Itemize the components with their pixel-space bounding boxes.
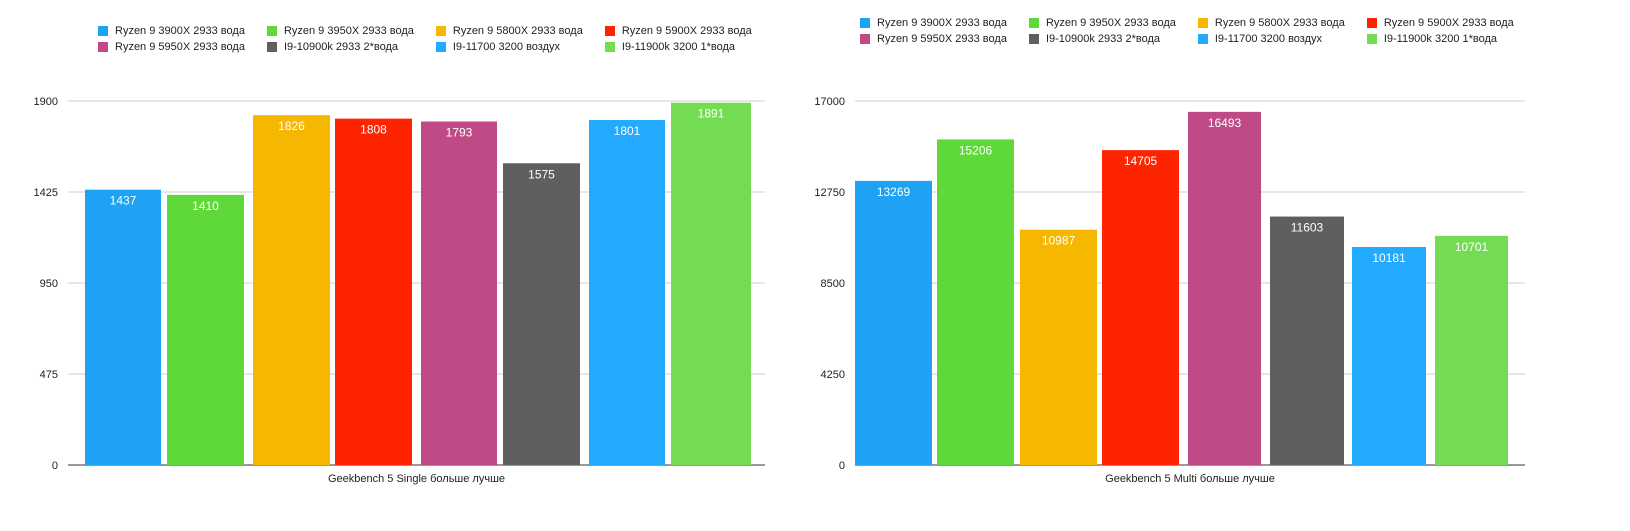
bar <box>1352 247 1426 465</box>
legend-swatch <box>1366 34 1377 44</box>
data-label: 13269 <box>877 185 911 199</box>
x-axis-label: Geekbench 5 Multi больше лучше <box>1105 473 1275 485</box>
legend-swatch <box>435 42 446 52</box>
data-label: 1410 <box>192 199 219 213</box>
legend-item: I9-11700 3200 воздух <box>435 40 583 54</box>
y-tick-label: 0 <box>839 460 845 472</box>
data-label: 10701 <box>1455 240 1489 254</box>
legend-item: I9-10900k 2933 2*вода <box>1028 32 1176 46</box>
bar <box>671 102 751 465</box>
legend-item: I9-11700 3200 воздух <box>1197 32 1345 46</box>
legend-item: Ryzen 9 3950X 2933 вода <box>266 24 414 38</box>
data-label: 1793 <box>446 125 473 139</box>
y-tick-label: 8500 <box>821 278 845 290</box>
data-label: 1801 <box>614 124 641 138</box>
bar <box>503 163 580 465</box>
bar <box>253 115 330 465</box>
legend-swatch <box>1028 34 1039 44</box>
chart-plot-multi: 0 4250 8500 12750 17000 13269 15206 10987 14705 1… <box>814 96 1525 485</box>
legend-label: Ryzen 9 3950X 2933 вода <box>1045 17 1176 29</box>
bar <box>1270 216 1344 465</box>
y-tick-label: 17000 <box>815 96 845 108</box>
bar <box>589 119 665 466</box>
y-tick-label: 0 <box>52 460 58 472</box>
x-axis-label: Geekbench 5 Single больше лучше <box>328 473 505 485</box>
data-label: 1891 <box>698 107 725 121</box>
data-label: 10987 <box>1042 234 1076 248</box>
legend-item: Ryzen 9 3900X 2933 вода <box>98 24 245 38</box>
y-tick-label: 4250 <box>821 369 845 381</box>
bar <box>85 189 161 465</box>
data-label: 16493 <box>1208 116 1242 130</box>
y-tick-label: 475 <box>40 369 58 381</box>
bar <box>855 180 932 465</box>
legend-swatch <box>266 26 277 36</box>
legend-swatch <box>98 26 108 36</box>
data-label: 1808 <box>360 123 387 137</box>
bar <box>1020 229 1097 465</box>
legend-swatch <box>266 42 277 52</box>
data-label: 1437 <box>110 194 137 208</box>
legend-swatch <box>1366 18 1377 28</box>
legend-label: Ryzen 9 5900X 2933 вода <box>1383 17 1514 29</box>
legend-swatch <box>604 42 615 52</box>
legend-label: Ryzen 9 5800X 2933 вода <box>452 25 583 37</box>
y-tick-label: 1425 <box>34 187 58 199</box>
bar <box>1435 235 1508 465</box>
legend-label: Ryzen 9 5950X 2933 вода <box>115 41 245 53</box>
y-tick-label: 1900 <box>34 96 58 108</box>
legend-label: I9-11900k 3200 1*вода <box>621 41 736 53</box>
bar <box>167 194 244 465</box>
legend-item: Ryzen 9 5900X 2933 вода <box>1366 16 1514 30</box>
data-label: 14705 <box>1124 154 1158 168</box>
legend-label: Ryzen 9 3900X 2933 вода <box>115 25 245 37</box>
legend-label: I9-11900k 3200 1*вода <box>1383 33 1498 45</box>
legend-label: Ryzen 9 5800X 2933 вода <box>1214 17 1345 29</box>
y-tick-label: 950 <box>40 278 58 290</box>
legend-item: Ryzen 9 5900X 2933 вода <box>604 24 752 38</box>
legend-label: I9-11700 3200 воздух <box>452 41 561 53</box>
legend-item: Ryzen 9 5800X 2933 вода <box>435 24 583 38</box>
data-label: 1575 <box>528 167 555 181</box>
chart-legend: Ryzen 9 3900X 2933 вода Ryzen 9 3950X 293… <box>860 16 1514 46</box>
bar <box>1102 150 1179 465</box>
legend-label: Ryzen 9 5950X 2933 вода <box>877 33 1007 45</box>
legend-item: Ryzen 9 5950X 2933 вода <box>860 32 1007 46</box>
legend-swatch <box>860 18 870 28</box>
chart-legend: Ryzen 9 3900X 2933 вода Ryzen 9 3950X 293… <box>98 24 752 54</box>
bar <box>421 121 497 465</box>
legend-item: Ryzen 9 5800X 2933 вода <box>1197 16 1345 30</box>
bar <box>937 139 1014 465</box>
data-label: 1826 <box>278 119 305 133</box>
legend-item: I9-11900k 3200 1*вода <box>1366 32 1514 46</box>
legend-item: Ryzen 9 3950X 2933 вода <box>1028 16 1176 30</box>
legend-label: Ryzen 9 3900X 2933 вода <box>877 17 1007 29</box>
chart-single: Ryzen 9 3900X 2933 вода Ryzen 9 3950X 293… <box>0 0 815 526</box>
legend-swatch <box>1197 18 1208 28</box>
legend-swatch <box>435 26 446 36</box>
legend-swatch <box>98 42 108 52</box>
legend-item: Ryzen 9 5950X 2933 вода <box>98 40 245 54</box>
legend-label: I9-10900k 2933 2*вода <box>1045 33 1160 45</box>
bar <box>335 118 412 466</box>
legend-item: I9-11900k 3200 1*вода <box>604 40 752 54</box>
legend-label: I9-10900k 2933 2*вода <box>283 41 398 53</box>
legend-swatch <box>604 26 615 36</box>
legend-label: Ryzen 9 5900X 2933 вода <box>621 25 752 37</box>
bar <box>1188 111 1261 465</box>
legend-swatch <box>1028 18 1039 28</box>
data-label: 11603 <box>1291 221 1324 235</box>
legend-item: I9-10900k 2933 2*вода <box>266 40 414 54</box>
legend-label: Ryzen 9 3950X 2933 вода <box>283 25 414 37</box>
data-label: 15206 <box>959 143 993 157</box>
y-tick-label: 12750 <box>815 187 845 199</box>
chart-multi: Ryzen 9 3900X 2933 вода Ryzen 9 3950X 293… <box>814 0 1630 526</box>
legend-item: Ryzen 9 3900X 2933 вода <box>860 16 1007 30</box>
data-label: 10181 <box>1372 251 1406 265</box>
chart-plot-single: 0 475 950 1425 1900 1437 1410 1826 1808 1793 1575 1… <box>34 96 765 485</box>
legend-swatch <box>1197 34 1208 44</box>
legend-swatch <box>860 34 870 44</box>
legend-label: I9-11700 3200 воздух <box>1214 33 1323 45</box>
